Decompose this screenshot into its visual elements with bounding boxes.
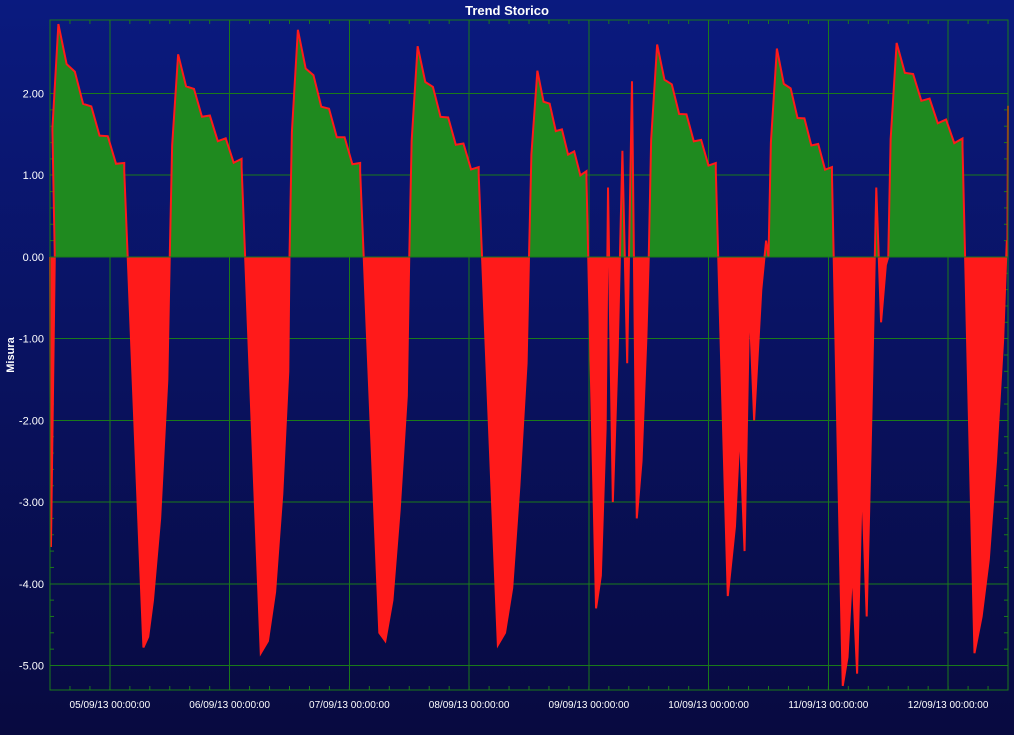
- y-tick-label: -3.00: [19, 497, 44, 509]
- chart-title: Trend Storico: [465, 3, 549, 18]
- y-tick-label: 2.00: [23, 89, 44, 101]
- x-tick-label: 07/09/13 00:00:00: [309, 700, 390, 711]
- y-tick-label: -1.00: [19, 334, 44, 346]
- trend-chart: Trend Storico -5.00 -4.00 -3.00 -2.00 -1.00 0…: [0, 0, 1014, 735]
- chart-container: Trend Storico -5.00 -4.00 -3.00 -2.00 -1.00 0…: [0, 0, 1014, 735]
- y-tick-label: -4.00: [19, 579, 44, 591]
- y-tick-label: -2.00: [19, 415, 44, 427]
- y-tick-label: 1.00: [23, 170, 44, 182]
- x-tick-label: 06/09/13 00:00:00: [189, 700, 270, 711]
- x-tick-label: 05/09/13 00:00:00: [70, 700, 151, 711]
- y-tick-label: 0.00: [23, 252, 44, 264]
- y-tick-label: -5.00: [19, 660, 44, 672]
- y-axis-label: Misura: [5, 336, 17, 372]
- x-tick-label: 10/09/13 00:00:00: [668, 700, 749, 711]
- x-tick-label: 08/09/13 00:00:00: [429, 700, 510, 711]
- x-tick-label: 12/09/13 00:00:00: [908, 700, 989, 711]
- x-tick-label: 09/09/13 00:00:00: [549, 700, 630, 711]
- x-tick-label: 11/09/13 00:00:00: [788, 700, 868, 711]
